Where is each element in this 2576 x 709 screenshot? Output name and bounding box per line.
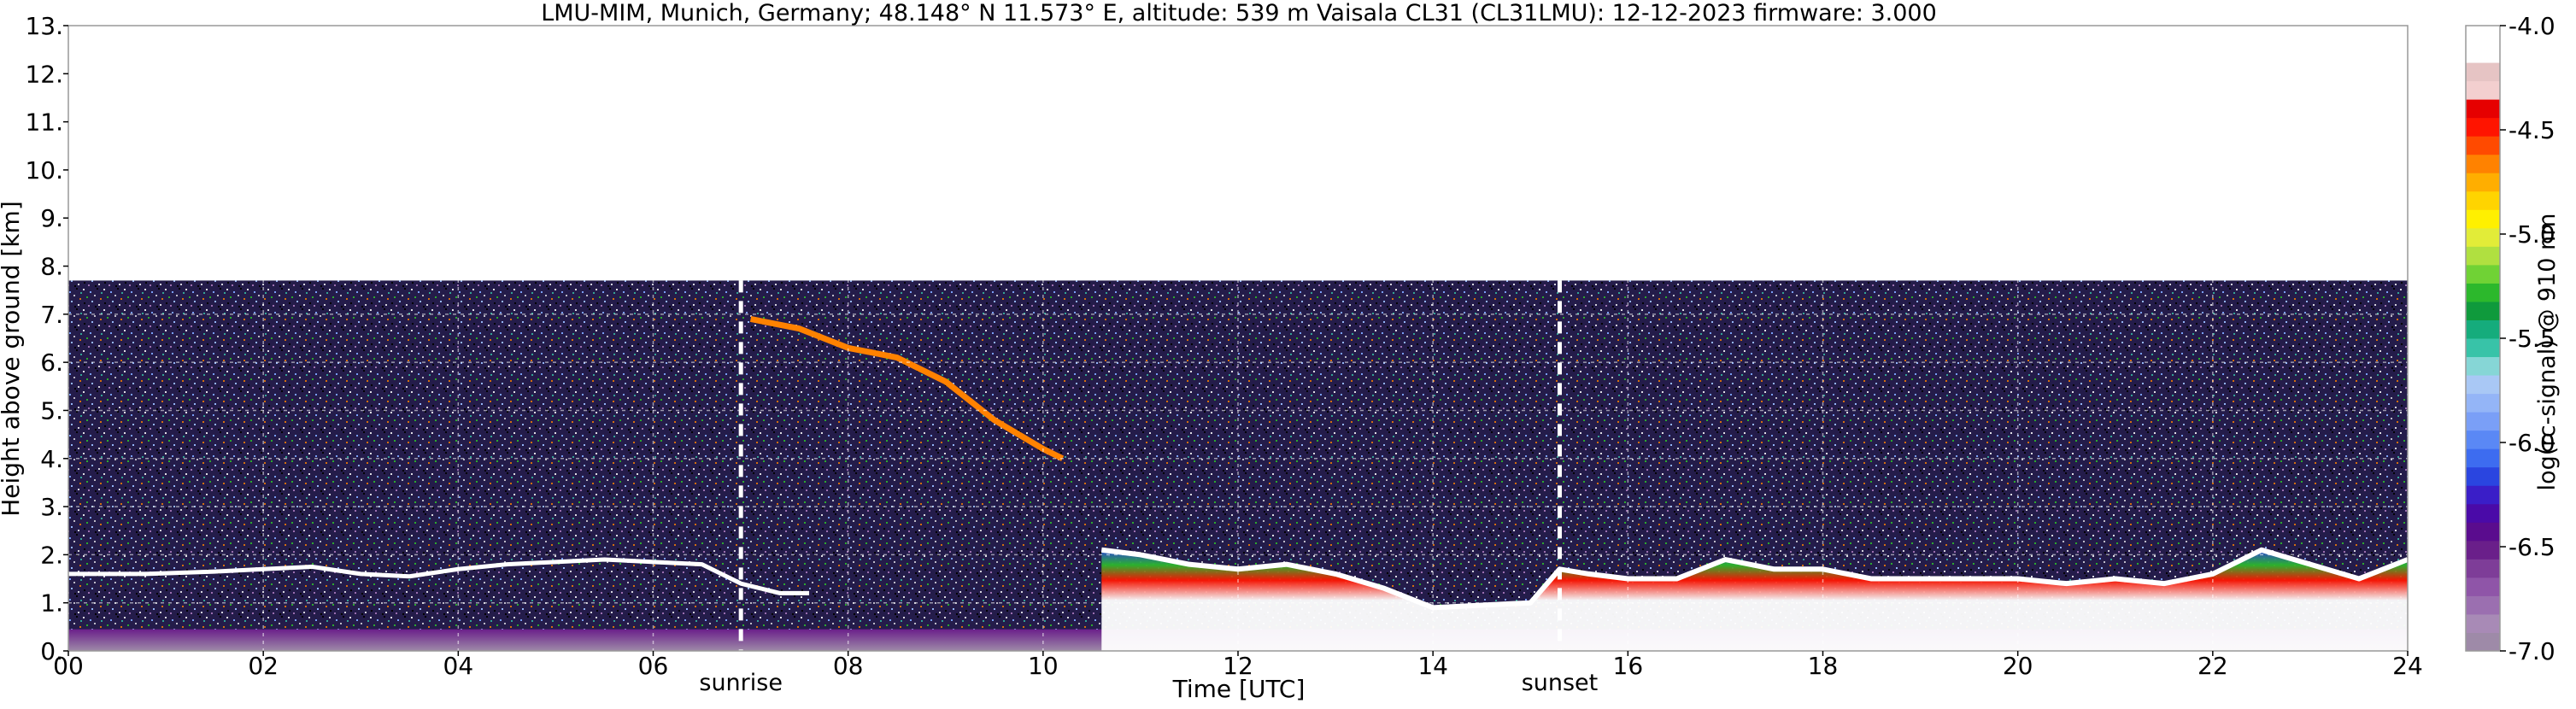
colorbar-segment (2466, 467, 2500, 486)
x-tick-label: 10 (1028, 652, 1059, 680)
colorbar-segment (2466, 595, 2500, 614)
y-tick-label: 0. (40, 637, 63, 665)
y-tick-label: 1. (40, 589, 63, 618)
colorbar-segment (2466, 44, 2500, 63)
y-axis-label: Height above ground [km] (0, 201, 25, 517)
x-tick-label: 20 (2003, 652, 2033, 680)
colorbar-segment (2466, 118, 2500, 137)
colorbar-segment (2466, 485, 2500, 504)
colorbar-segment (2466, 559, 2500, 577)
colorbar-segment (2466, 319, 2500, 338)
colorbar-segment (2466, 302, 2500, 320)
colorbar-segment (2466, 62, 2500, 81)
colorbar-segment (2466, 209, 2500, 228)
y-tick-label: 2. (40, 541, 63, 569)
y-tick-label: 3. (40, 493, 63, 521)
event-label-sunrise: sunrise (699, 670, 783, 696)
y-tick-label: 10. (25, 156, 63, 185)
colorbar-segment (2466, 265, 2500, 284)
colorbar-tick-label: -4.0 (2509, 12, 2555, 40)
colorbar-segment (2466, 26, 2500, 44)
y-tick-label: 6. (40, 349, 63, 377)
colorbar-segment (2466, 522, 2500, 541)
colorbar-segment (2466, 173, 2500, 191)
event-label-sunset: sunset (1522, 670, 1599, 696)
y-tick-label: 12. (25, 60, 63, 88)
colorbar-segment (2466, 155, 2500, 173)
x-tick-label: 08 (833, 652, 864, 680)
y-tick-label: 11. (25, 108, 63, 137)
x-tick-label: 14 (1417, 652, 1448, 680)
colorbar-segment (2466, 283, 2500, 302)
colorbar-segment (2466, 99, 2500, 118)
x-tick-label: 04 (443, 652, 474, 680)
colorbar-tick-label: -4.5 (2509, 116, 2555, 144)
y-tick-label: 5. (40, 396, 63, 425)
colorbar-label: log(rc-signal) @ 910 nm (2534, 214, 2561, 491)
colorbar-segment (2466, 136, 2500, 155)
y-tick-label: 4. (40, 445, 63, 473)
x-tick-label: 06 (638, 652, 669, 680)
y-tick-label: 9. (40, 204, 63, 232)
colorbar-segment (2466, 541, 2500, 560)
colorbar-segment (2466, 191, 2500, 210)
colorbar-segment (2466, 577, 2500, 596)
y-tick-label: 8. (40, 253, 63, 281)
colorbar-segment (2466, 338, 2500, 357)
colorbar-segment (2466, 394, 2500, 413)
colorbar-segment (2466, 246, 2500, 265)
colorbar-tick-label: -7.0 (2509, 637, 2555, 665)
colorbar-segment (2466, 228, 2500, 247)
colorbar-segment (2466, 375, 2500, 394)
y-tick-label: 13. (25, 12, 63, 40)
colorbar-tick-label: -6.5 (2509, 533, 2555, 561)
colorbar-segment (2466, 357, 2500, 376)
colorbar-segment (2466, 504, 2500, 523)
colorbar-segment (2466, 614, 2500, 633)
y-tick-label: 7. (40, 301, 63, 329)
colorbar-segment (2466, 448, 2500, 467)
colorbar-segment (2466, 81, 2500, 100)
x-axis-label: Time [UTC] (1172, 675, 1306, 703)
x-tick-label: 16 (1613, 652, 1644, 680)
colorbar-segment (2466, 431, 2500, 449)
colorbar-segment (2466, 632, 2500, 651)
x-tick-label: 24 (2392, 652, 2423, 680)
chart-title: LMU-MIM, Munich, Germany; 48.148° N 11.5… (541, 0, 1937, 26)
x-tick-label: 02 (248, 652, 279, 680)
x-tick-label: 18 (1808, 652, 1839, 680)
x-tick-label: 22 (2198, 652, 2228, 680)
colorbar-segment (2466, 412, 2500, 431)
